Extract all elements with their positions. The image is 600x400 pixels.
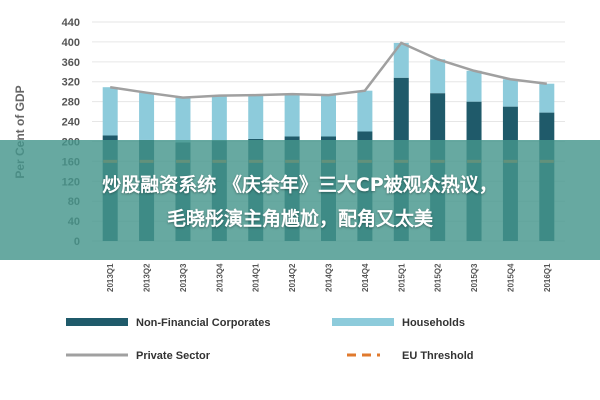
- x-tick-label: 2015Q3: [470, 263, 479, 292]
- legend-label-eu-threshold: EU Threshold: [402, 350, 474, 362]
- legend-label-private-sector: Private Sector: [136, 350, 211, 362]
- overlay-headline-line2[interactable]: 毛晓彤演主角尴尬，配角又太美: [166, 208, 433, 230]
- bar-households: [430, 59, 446, 94]
- x-tick-label: 2014Q3: [325, 263, 334, 292]
- y-tick-label: 240: [62, 117, 80, 129]
- legend-swatch-non-financial-corporates: [66, 318, 128, 326]
- bar-households: [284, 94, 300, 137]
- x-tick-label: 2014Q2: [288, 263, 297, 292]
- x-tick-label: 2013Q3: [179, 263, 188, 292]
- bar-households: [357, 90, 373, 132]
- bar-households: [139, 92, 155, 140]
- x-tick-label: 2013Q4: [215, 263, 224, 292]
- x-axis-ticks: 2013Q1 2013Q2 2013Q3 2013Q4 2014Q1 2014Q2 2014…: [106, 263, 552, 292]
- y-tick-label: 440: [62, 17, 80, 29]
- x-tick-label: 2015Q2: [434, 263, 443, 292]
- y-tick-label: 400: [62, 37, 80, 49]
- x-tick-label: 2014Q1: [252, 263, 261, 292]
- legend-label-households: Households: [402, 317, 465, 329]
- x-tick-label: 2015Q1: [397, 263, 406, 292]
- x-tick-label: 2014Q4: [361, 263, 370, 292]
- bar-households: [175, 97, 191, 143]
- bar-households: [321, 95, 336, 137]
- x-tick-label: 2015Q4: [506, 263, 515, 292]
- y-tick-label: 360: [62, 57, 80, 69]
- overlay-banner: [0, 140, 600, 260]
- bar-households: [211, 95, 227, 141]
- y-tick-label: 280: [62, 97, 80, 109]
- y-tick-label: 320: [62, 77, 80, 89]
- legend-label-non-financial-corporates: Non-Financial Corporates: [136, 317, 270, 329]
- legend: Non-Financial Corporates Households Priv…: [66, 317, 474, 362]
- legend-swatch-households: [332, 318, 394, 326]
- bar-households: [539, 83, 555, 113]
- bar-households: [248, 95, 264, 139]
- overlay-headline-line1[interactable]: 炒股融资系统 《庆余年》三大CP被观众热议，: [102, 174, 498, 196]
- line-private-sector: [110, 41, 547, 99]
- bar-households: [102, 87, 118, 136]
- bar-households: [466, 70, 482, 102]
- bar-households: [393, 42, 409, 78]
- bar-households: [502, 79, 518, 107]
- x-tick-label: 2013Q2: [143, 263, 152, 292]
- x-tick-label: 2013Q1: [106, 263, 115, 292]
- x-tick-label: 2016Q1: [543, 263, 552, 292]
